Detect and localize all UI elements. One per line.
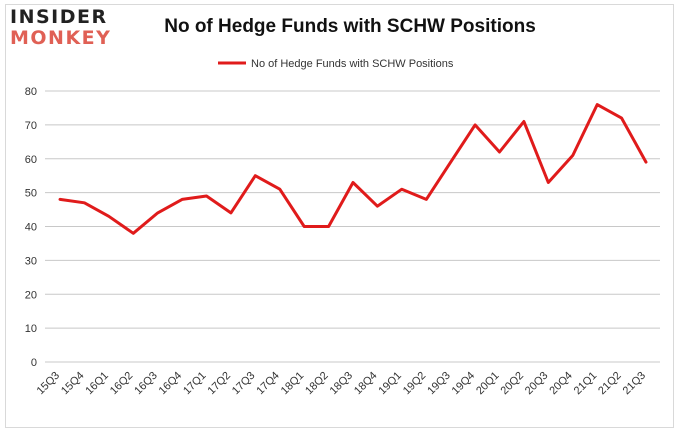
y-tick-label: 40	[25, 222, 37, 234]
x-tick-label: 20Q4	[547, 370, 575, 398]
x-tick-label: 17Q4	[254, 370, 282, 398]
x-tick-label: 17Q1	[181, 370, 209, 398]
x-tick-label: 18Q4	[352, 370, 380, 398]
y-tick-label: 10	[25, 323, 37, 335]
y-tick-label: 50	[25, 188, 37, 200]
logo-text-top: INSIDER	[10, 6, 108, 28]
chart-title: No of Hedge Funds with SCHW Positions	[164, 16, 536, 37]
insider-monkey-logo: INSIDER MONKEY	[10, 8, 130, 48]
x-tick-label: 17Q3	[230, 370, 258, 398]
x-tick-label: 15Q4	[59, 370, 87, 398]
x-tick-label: 16Q3	[132, 370, 160, 398]
y-tick-label: 80	[25, 86, 37, 98]
chart-frame	[5, 4, 674, 428]
logo-text-bottom: MONKEY	[10, 27, 112, 49]
x-tick-label: 20Q3	[523, 370, 551, 398]
x-tick-label: 18Q3	[328, 370, 356, 398]
x-tick-label: 18Q2	[303, 370, 331, 398]
x-tick-label: 20Q2	[499, 370, 527, 398]
x-tick-label: 21Q1	[572, 370, 600, 398]
x-tick-label: 21Q3	[621, 370, 649, 398]
y-tick-label: 0	[31, 357, 37, 369]
x-tick-label: 21Q2	[596, 370, 624, 398]
y-tick-label: 20	[25, 289, 37, 301]
x-tick-label: 18Q1	[279, 370, 307, 398]
series-line	[58, 103, 648, 235]
x-tick-label: 16Q1	[83, 370, 111, 398]
legend-label: No of Hedge Funds with SCHW Positions	[251, 58, 454, 70]
x-tick-label: 19Q2	[401, 370, 429, 398]
x-tick-label: 19Q4	[450, 370, 478, 398]
x-tick-label: 16Q4	[157, 370, 185, 398]
x-tick-label: 16Q2	[108, 370, 136, 398]
x-tick-label: 17Q2	[206, 370, 234, 398]
y-tick-label: 70	[25, 120, 37, 132]
y-tick-label: 30	[25, 255, 37, 267]
y-tick-label: 60	[25, 154, 37, 166]
x-tick-label: 20Q1	[474, 370, 502, 398]
x-tick-label: 19Q3	[425, 370, 453, 398]
x-tick-label: 15Q3	[35, 370, 63, 398]
x-tick-label: 19Q1	[376, 370, 404, 398]
